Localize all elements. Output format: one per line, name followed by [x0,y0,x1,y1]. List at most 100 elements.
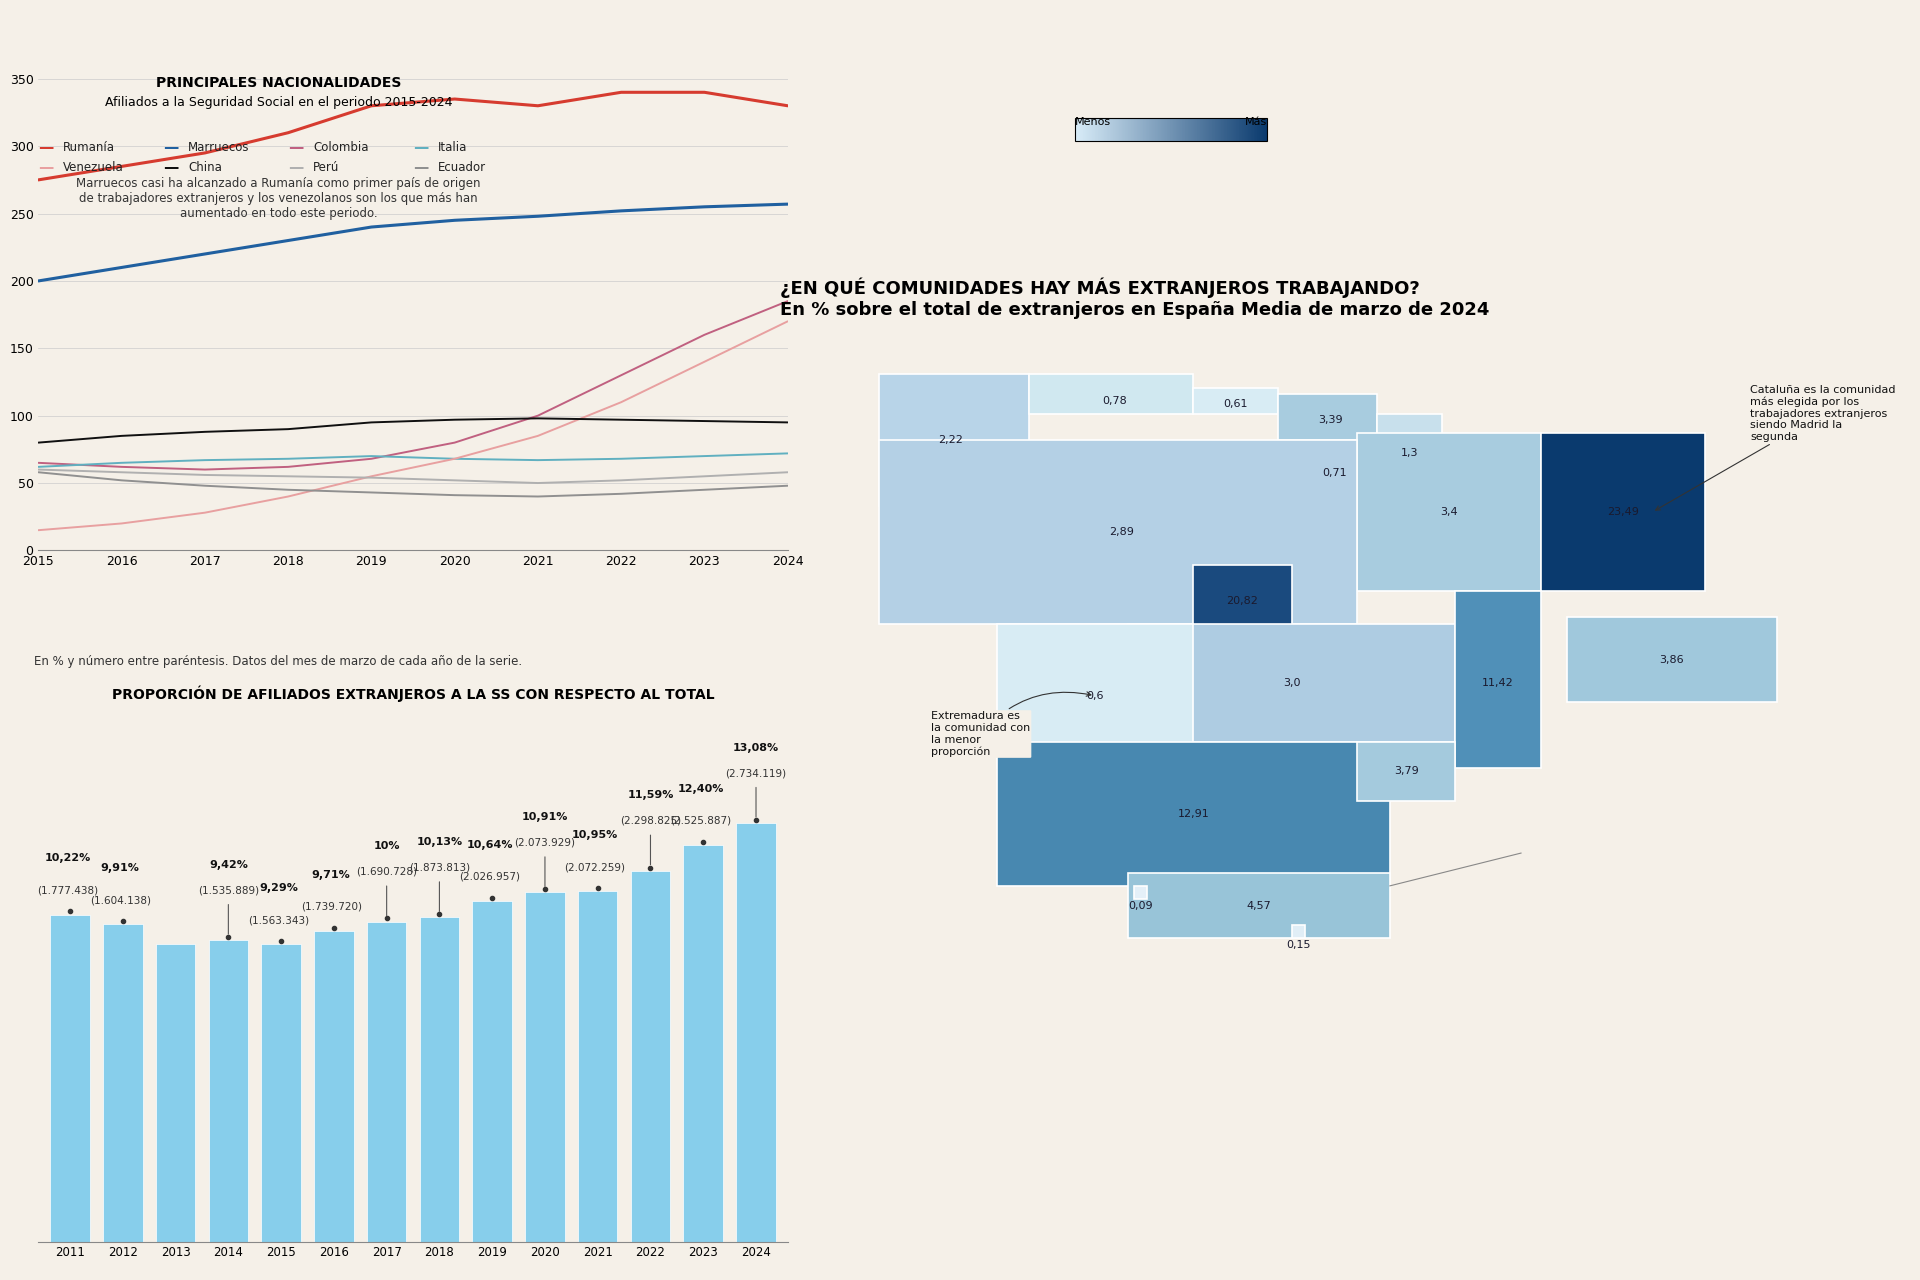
Text: —: — [413,160,428,175]
Text: (1.690.728): (1.690.728) [355,867,417,877]
Polygon shape [1567,617,1776,703]
Polygon shape [1192,388,1279,413]
Bar [261,945,301,1242]
Text: Ecuador: Ecuador [438,161,486,174]
Text: (2.026.957): (2.026.957) [459,872,520,882]
Text: ¿EN QUÉ COMUNIDADES HAY MÁS EXTRANJEROS TRABAJANDO?
En % sobre el total de extra: ¿EN QUÉ COMUNIDADES HAY MÁS EXTRANJEROS … [780,278,1490,319]
Text: Más: Más [1244,116,1267,127]
Bar [684,845,724,1242]
Polygon shape [1029,375,1192,413]
Text: —: — [38,160,54,175]
Text: 12,40%: 12,40% [678,783,724,794]
Text: 10,22%: 10,22% [44,854,90,863]
Text: Perú: Perú [313,161,340,174]
Text: 2,89: 2,89 [1108,527,1133,536]
Polygon shape [879,375,1029,506]
Text: 0,78: 0,78 [1102,396,1127,406]
Polygon shape [1357,434,1540,591]
Text: Marruecos casi ha alcanzado a Rumanía como primer país de origen
de trabajadores: Marruecos casi ha alcanzado a Rumanía co… [77,177,480,220]
Polygon shape [1279,394,1377,440]
Bar [315,931,353,1242]
Text: 1,3: 1,3 [1402,448,1419,458]
Text: PRINCIPALES NACIONALIDADES: PRINCIPALES NACIONALIDADES [156,77,401,90]
Text: 10,91%: 10,91% [522,812,568,822]
Bar [156,945,196,1242]
Text: 3,79: 3,79 [1394,767,1419,776]
Text: Colombia: Colombia [313,141,369,154]
Text: 3,86: 3,86 [1659,654,1684,664]
Text: China: China [188,161,223,174]
Text: 9,42%: 9,42% [209,860,248,870]
Text: 9,91%: 9,91% [100,863,140,873]
Text: 2,22: 2,22 [939,435,964,445]
Text: (1.604.138): (1.604.138) [90,895,150,905]
Text: —: — [163,160,179,175]
Bar [367,922,407,1242]
Text: En % y número entre paréntesis. Datos del mes de marzo de cada año de la serie.: En % y número entre paréntesis. Datos de… [35,655,522,668]
Text: 3,0: 3,0 [1283,677,1300,687]
Polygon shape [1455,591,1540,768]
Text: 10,13%: 10,13% [417,837,463,847]
Bar [578,891,618,1242]
Bar [526,892,564,1242]
Text: 3,4: 3,4 [1440,507,1457,517]
Bar [209,940,248,1242]
Text: 12,91: 12,91 [1177,809,1210,819]
Text: 20,82: 20,82 [1227,595,1258,605]
Text: —: — [288,160,303,175]
Text: 10,64%: 10,64% [467,840,513,850]
Polygon shape [1135,886,1148,899]
Text: Marruecos: Marruecos [188,141,250,154]
Text: (1.563.343): (1.563.343) [248,915,309,925]
Polygon shape [996,741,1390,886]
Text: 11,59%: 11,59% [628,790,674,800]
Text: Rumanía: Rumanía [63,141,115,154]
Text: Menos: Menos [1075,116,1112,127]
Text: 9,71%: 9,71% [311,869,351,879]
Text: 23,49: 23,49 [1607,507,1638,517]
Polygon shape [1292,925,1306,938]
Polygon shape [1127,873,1390,938]
Polygon shape [1540,434,1705,591]
Polygon shape [996,623,1192,768]
Text: 9,29%: 9,29% [259,883,298,893]
Polygon shape [1377,413,1442,493]
Bar [420,918,459,1242]
Text: (2.072.259): (2.072.259) [564,861,626,872]
Text: Extremadura es
la comunidad con
la menor
proporción: Extremadura es la comunidad con la menor… [931,692,1091,756]
Text: 13,08%: 13,08% [733,742,780,753]
Text: 0,61: 0,61 [1223,399,1248,410]
Text: —: — [413,140,428,155]
Text: (1.739.720): (1.739.720) [301,901,361,911]
Text: 0,15: 0,15 [1286,940,1309,950]
Bar [104,924,142,1242]
Text: 10%: 10% [372,841,399,851]
Text: 0,6: 0,6 [1087,691,1104,700]
Text: Venezuela: Venezuela [63,161,125,174]
Bar [50,914,90,1242]
Polygon shape [1357,741,1455,800]
Text: Italia: Italia [438,141,467,154]
Text: (2.525.887): (2.525.887) [670,815,732,826]
Text: —: — [38,140,54,155]
Text: 4,57: 4,57 [1246,901,1271,910]
Text: 0,09: 0,09 [1129,901,1154,910]
Bar [735,823,776,1242]
Bar [472,901,513,1242]
Text: —: — [163,140,179,155]
Text: (1.873.813): (1.873.813) [409,863,470,873]
Text: (2.073.929): (2.073.929) [515,837,576,847]
Text: (2.298.825): (2.298.825) [620,815,682,826]
Text: —: — [288,140,303,155]
Title: PROPORCIÓN DE AFILIADOS EXTRANJEROS A LA SS CON RESPECTO AL TOTAL: PROPORCIÓN DE AFILIADOS EXTRANJEROS A LA… [111,686,714,701]
Text: 11,42: 11,42 [1482,677,1515,687]
Text: 0,71: 0,71 [1321,467,1346,477]
Polygon shape [1292,453,1377,493]
Polygon shape [1192,564,1292,636]
Polygon shape [1127,623,1455,741]
Text: (2.734.119): (2.734.119) [726,768,787,778]
Text: 10,95%: 10,95% [572,829,618,840]
Polygon shape [879,440,1357,623]
Text: Afiliados a la Seguridad Social en el periodo 2015-2024: Afiliados a la Seguridad Social en el pe… [106,96,451,109]
Text: 3,39: 3,39 [1319,416,1344,425]
